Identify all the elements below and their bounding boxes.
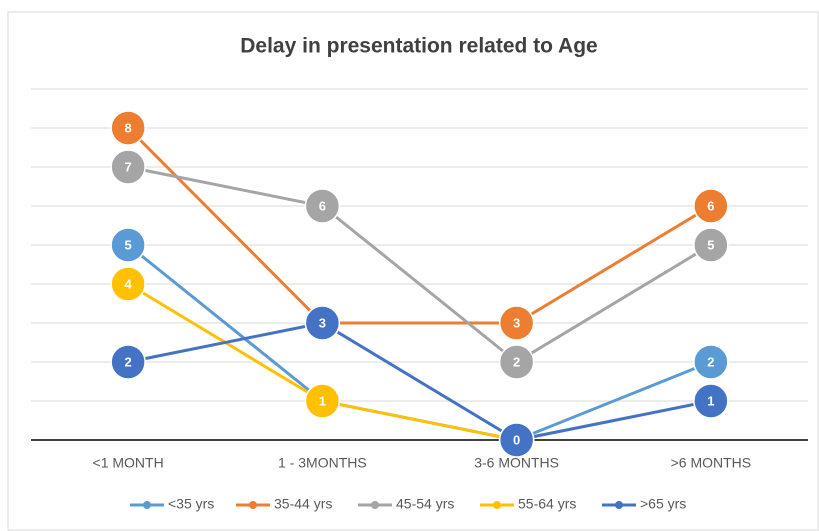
x-tick-label: <1 MONTH [93, 455, 164, 471]
data-label: 1 [319, 393, 326, 408]
data-point [693, 383, 729, 419]
legend-label: 45-54 yrs [396, 496, 454, 512]
legend-marker [249, 501, 257, 509]
data-label: 1 [707, 393, 714, 408]
data-point [693, 227, 729, 263]
x-tick-label: 3-6 MONTHS [474, 455, 559, 471]
data-point [304, 383, 341, 419]
data-label: 6 [707, 198, 714, 213]
data-point [498, 305, 535, 341]
data-label: 8 [125, 120, 132, 135]
data-point [498, 344, 535, 380]
data-label: 7 [125, 159, 132, 174]
data-point [304, 305, 341, 341]
data-label: 2 [125, 354, 132, 369]
data-point [110, 344, 146, 380]
data-label: 6 [319, 198, 326, 213]
data-label: 4 [125, 276, 133, 291]
series-line [127, 321, 712, 442]
series-line [127, 165, 712, 364]
data-label: 2 [707, 354, 714, 369]
data-point [498, 422, 535, 458]
data-point [110, 266, 146, 302]
legend-marker [371, 501, 379, 509]
data-label: 2 [513, 354, 520, 369]
x-tick-label: 1 - 3MONTHS [278, 455, 367, 471]
x-tick-label: >6 MONTHS [671, 455, 752, 471]
data-point [304, 188, 341, 224]
data-point [693, 188, 729, 224]
legend-label: >65 yrs [640, 496, 686, 512]
data-label: 5 [707, 237, 714, 252]
legend-marker [143, 501, 151, 509]
data-label: 3 [513, 315, 520, 330]
data-point [110, 149, 146, 185]
legend-label: 35-44 yrs [274, 496, 332, 512]
data-label: 3 [319, 315, 326, 330]
series-line [127, 126, 712, 325]
data-point [693, 344, 729, 380]
legend-marker [615, 501, 623, 509]
legend-label: <35 yrs [168, 496, 214, 512]
data-label: 5 [125, 237, 132, 252]
chart-border [7, 11, 819, 531]
data-label: 0 [513, 432, 520, 447]
legend-label: 55-64 yrs [518, 496, 576, 512]
legend-marker [493, 501, 501, 509]
chart-title: Delay in presentation related to Age [240, 35, 597, 58]
data-point [110, 227, 146, 263]
data-point [110, 110, 146, 146]
